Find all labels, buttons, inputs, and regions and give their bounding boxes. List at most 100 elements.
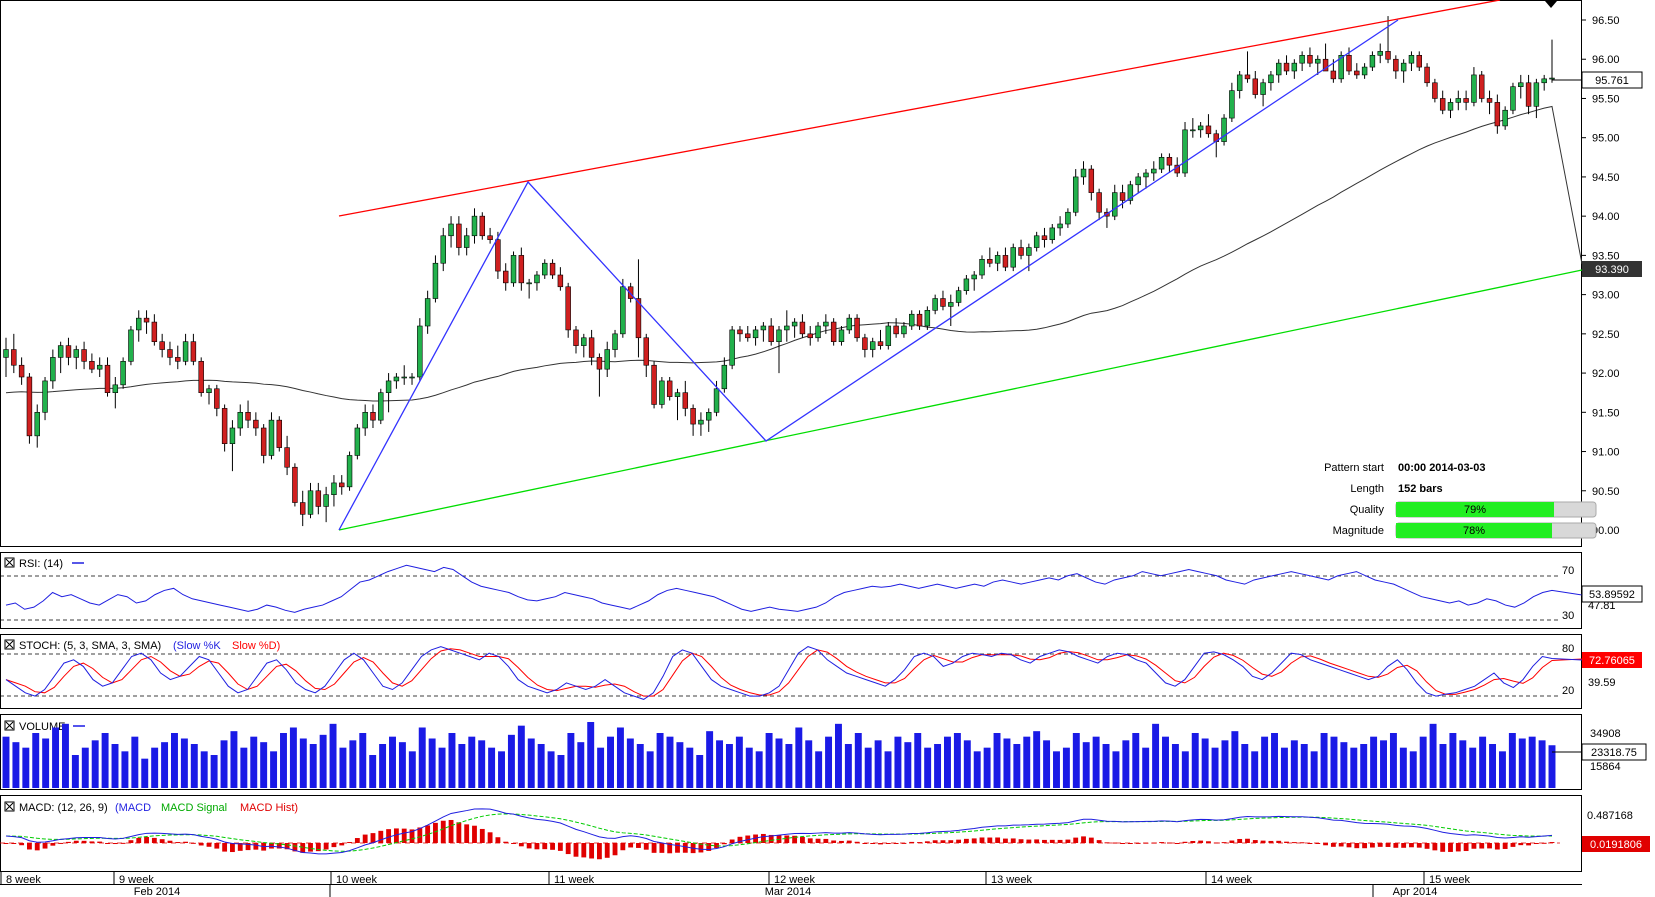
volume-bar	[1419, 736, 1427, 788]
rsi-level-30: 30	[1562, 610, 1574, 622]
volume-toggle-icon[interactable]	[4, 720, 15, 731]
candle	[862, 333, 868, 358]
macd-hist-bar	[1338, 843, 1344, 847]
macd-hist-bar	[1081, 836, 1086, 843]
candle	[96, 357, 103, 377]
candle	[971, 271, 977, 291]
volume-bar	[1053, 751, 1060, 788]
macd-hist-bar	[1026, 839, 1032, 843]
volume-bar	[983, 747, 991, 788]
pattern-info-label: Pattern start	[1324, 462, 1384, 474]
macd-hist-bar	[308, 843, 313, 852]
stoch-panel: STOCH: (5, 3, SMA, 3, SMA) (Slow %K Slow…	[0, 634, 1642, 709]
pattern-info-box: Pattern start 00:00 2014-03-03 Length 152 b…	[1324, 462, 1597, 539]
macd-hist-bar	[112, 843, 118, 845]
macd-hist-bar	[800, 837, 805, 843]
macd-hist-bar	[628, 843, 634, 848]
macd-hist-bar	[425, 825, 431, 843]
volume-bar	[52, 727, 60, 788]
macd-hist-bar	[151, 837, 157, 843]
candle	[424, 290, 431, 334]
candle	[877, 329, 884, 350]
price-tick-label: 93.00	[1592, 290, 1620, 302]
volume-bar	[111, 744, 119, 788]
candle	[1307, 47, 1313, 68]
candle	[901, 322, 907, 338]
candle	[1033, 231, 1040, 252]
volume-bar	[1211, 747, 1219, 788]
volume-bar	[1191, 733, 1199, 788]
candle	[1112, 184, 1118, 221]
macd-toggle-icon[interactable]	[4, 801, 15, 812]
candle	[1197, 122, 1204, 138]
candle	[1408, 51, 1415, 71]
macd-hist-bar	[534, 843, 540, 850]
candle	[596, 353, 603, 397]
candle	[1416, 51, 1422, 71]
volume-bar	[1290, 740, 1298, 788]
rsi-toggle-icon[interactable]	[4, 557, 15, 568]
candle	[893, 318, 899, 338]
candle	[659, 377, 665, 409]
macd-hist-bar	[1346, 843, 1352, 848]
macd-hist-bar	[1307, 843, 1313, 844]
candle	[323, 486, 329, 523]
candle	[885, 322, 892, 350]
candle	[1182, 122, 1188, 177]
pattern-info-value: 78%	[1463, 525, 1485, 537]
volume-bar	[1370, 736, 1378, 788]
macd-hist-bar	[526, 843, 532, 849]
candle	[229, 420, 236, 472]
macd-hist-bar	[1440, 843, 1446, 852]
price-tick-label: 95.00	[1592, 133, 1620, 145]
candle	[1135, 173, 1141, 193]
week-label: 10 week	[336, 874, 377, 886]
volume-bar	[1082, 742, 1090, 788]
macd-hist-bar	[323, 843, 329, 850]
macd-hist-bar	[347, 842, 352, 844]
volume-bar	[1498, 751, 1506, 788]
stoch-toggle-icon[interactable]	[4, 639, 15, 650]
volume-bar	[1380, 740, 1387, 788]
week-label: 12 week	[774, 874, 815, 886]
candle	[1119, 184, 1126, 209]
macd-hist-bar	[1487, 843, 1492, 849]
price-tick-label: 96.00	[1592, 54, 1620, 66]
volume-bar	[1439, 744, 1447, 788]
candle	[440, 227, 446, 272]
macd-hist-bar	[565, 843, 571, 855]
macd-hist-bar	[620, 843, 626, 851]
macd-hist-bar	[1541, 842, 1547, 844]
volume-bar	[1171, 744, 1179, 788]
macd-hist-bar	[354, 838, 360, 843]
candle	[1525, 74, 1532, 115]
volume-bar	[696, 755, 704, 788]
macd-hist-bar	[1409, 843, 1414, 848]
volume-bar	[210, 755, 218, 788]
macd-hist-bar	[1291, 842, 1297, 844]
macd-hist-bar	[995, 837, 1001, 843]
candle	[378, 388, 384, 425]
macd-hist-bar	[940, 840, 946, 843]
macd-hist-bar	[1159, 842, 1165, 844]
volume-bar	[815, 751, 823, 788]
macd-hist-bar	[1526, 843, 1531, 846]
candle	[1151, 161, 1157, 181]
candle	[1494, 94, 1501, 134]
macd-hist-bar	[237, 843, 243, 851]
candle	[260, 424, 267, 464]
volume-bar	[32, 733, 40, 788]
month-label: Feb 2014	[134, 886, 180, 897]
candle	[1080, 161, 1087, 185]
volume-bar	[914, 733, 922, 788]
volume-bar	[1033, 731, 1041, 788]
macd-hist-bar	[1494, 843, 1500, 850]
volume-bar	[42, 738, 50, 788]
pattern-info-value: 00:00 2014-03-03	[1398, 462, 1485, 474]
stoch-level-80: 80	[1562, 643, 1574, 655]
last-price-marker: 95.761	[1552, 71, 1643, 89]
stoch-d-line	[5, 648, 1583, 697]
candle	[3, 337, 9, 377]
time-axis: 8 week 9 week 10 week 11 week 12 week 13 week…	[0, 871, 1582, 897]
macd-hist-bar	[198, 843, 204, 846]
